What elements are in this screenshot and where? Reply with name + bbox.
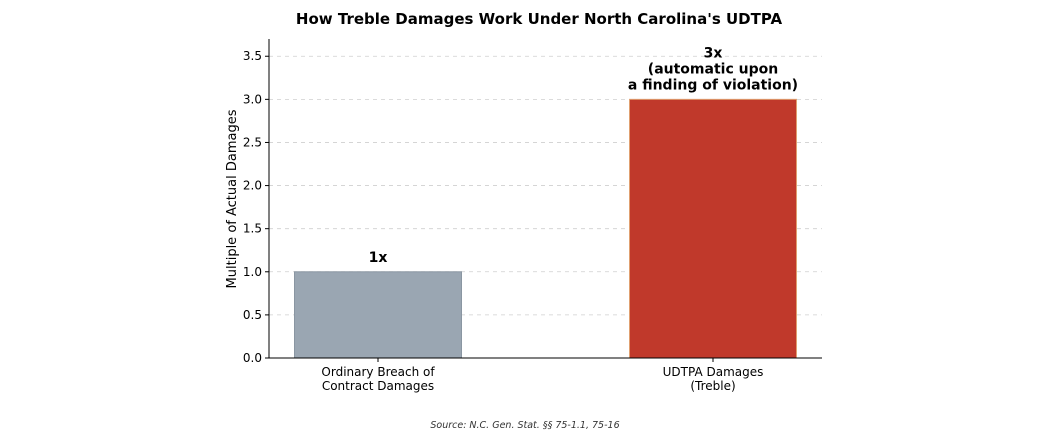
data-labels: 1x 3x (automatic upon a finding of violatio… [369,45,798,265]
y-tick-label: 0.5 [243,308,262,322]
axes [268,39,822,359]
bar [629,98,797,359]
bar [294,271,462,359]
x-axis-ticks: Ordinary Breach of Contract Damages UDTPA … [321,358,763,393]
y-tick-label: 3.0 [243,92,262,106]
y-tick-label: 0.0 [243,351,262,365]
y-tick-label: 1.5 [243,222,262,236]
y-tick-label: 3.5 [243,49,262,63]
y-axis-label: Multiple of Actual Damages [225,109,240,288]
chart-title: How Treble Damages Work Under North Caro… [296,10,783,28]
y-tick-label: 2.0 [243,179,262,193]
y-tick-label: 1.0 [243,265,262,279]
data-label: 3x (automatic upon a finding of violation) [628,45,798,93]
bars [294,98,797,359]
source-note: Source: N.C. Gen. Stat. §§ 75-1.1, 75-16 [430,420,619,430]
data-label: 1x [369,250,388,266]
x-tick-label: Ordinary Breach of Contract Damages [321,365,435,393]
y-tick-label: 2.5 [243,135,262,149]
x-tick-label: UDTPA Damages (Treble) [663,365,764,393]
y-axis-ticks: 0.0 0.5 1.0 1.5 2.0 2.5 3.0 3.5 [243,49,269,365]
